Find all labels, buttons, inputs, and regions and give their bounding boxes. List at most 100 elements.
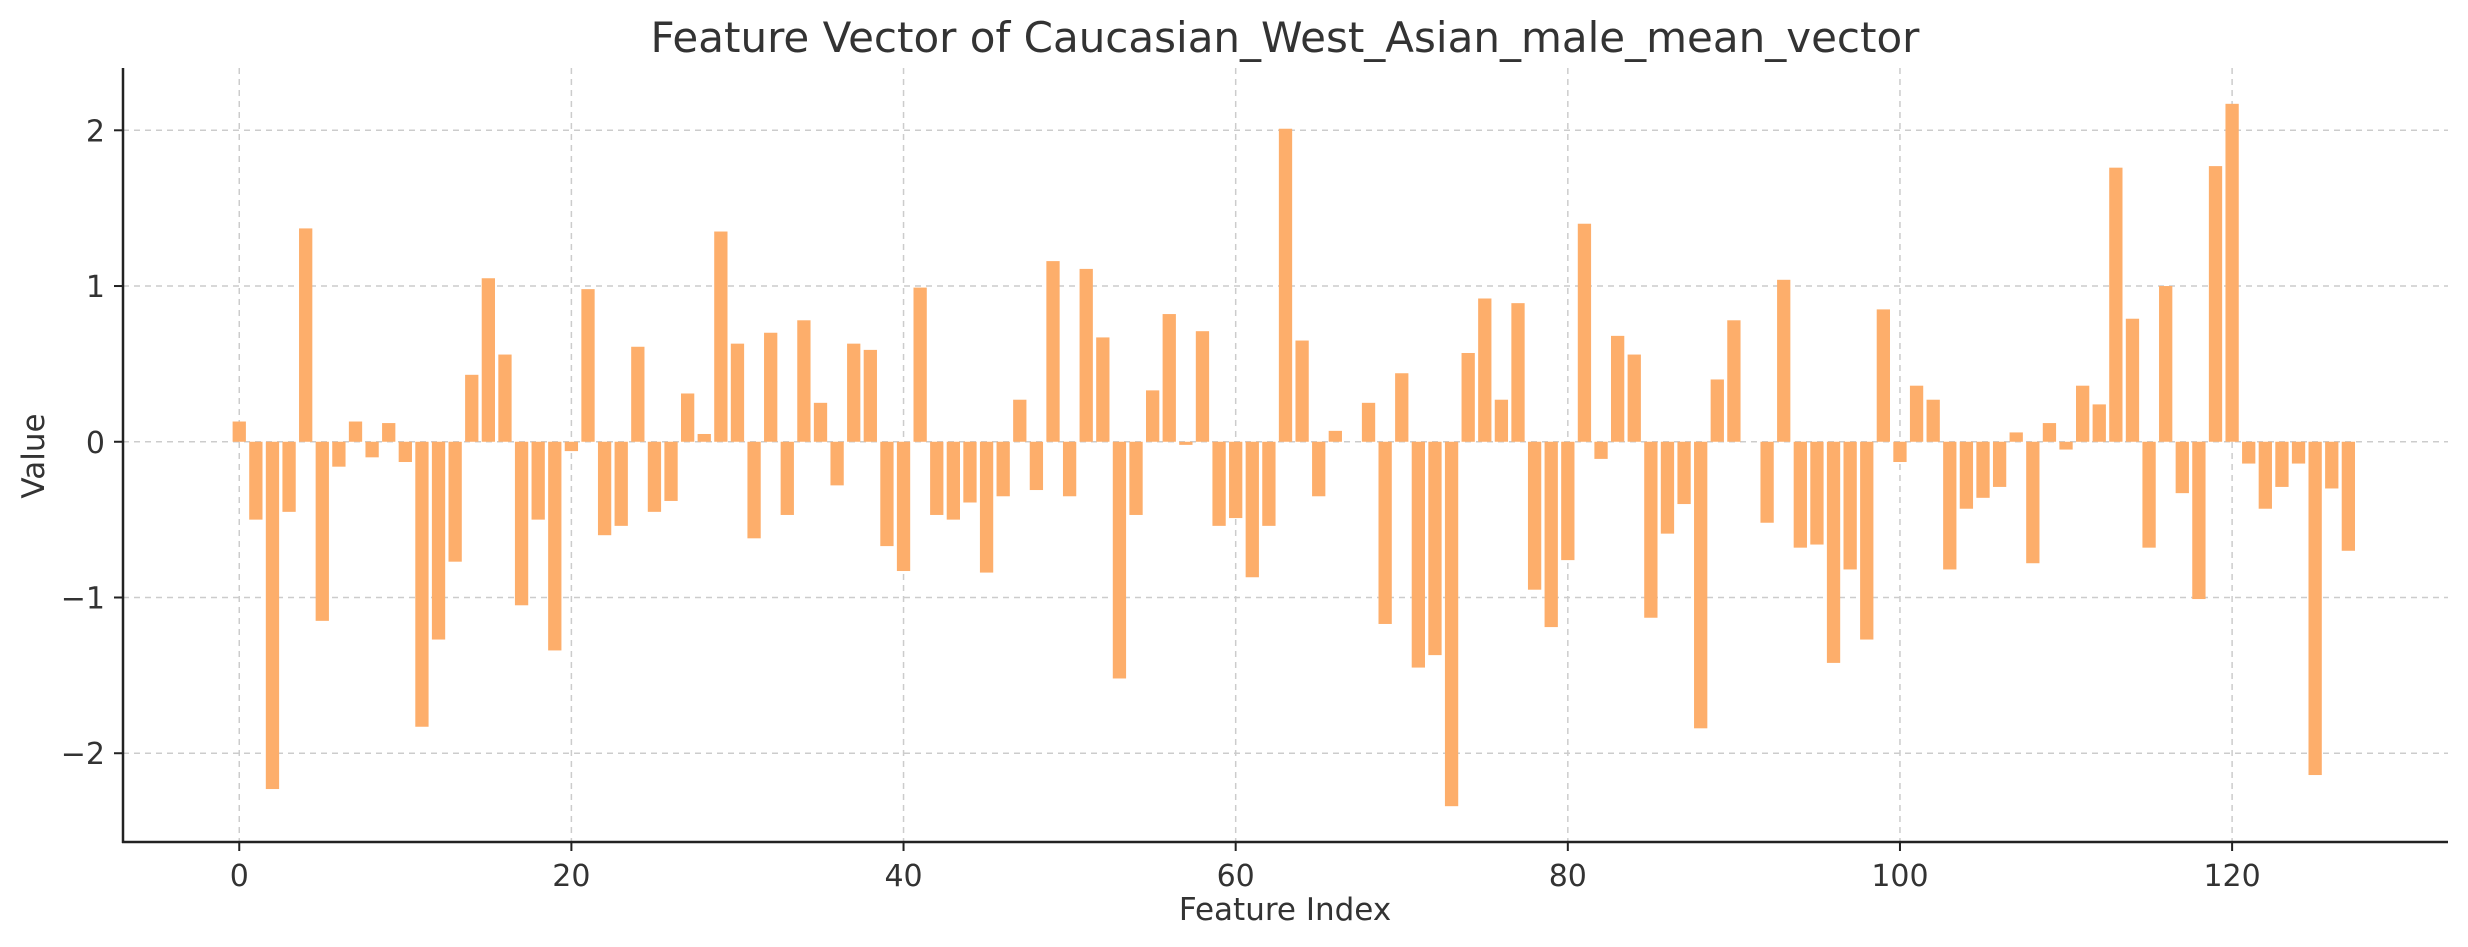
bar-71 (1411, 441, 1425, 668)
y-tick-label: −2 (61, 737, 105, 772)
bar-76 (1494, 399, 1509, 442)
bar-120 (2225, 103, 2239, 442)
bar-75 (1478, 298, 1492, 442)
bar-18 (531, 441, 545, 520)
bar-95 (1810, 441, 1824, 545)
x-tick-label: 0 (230, 859, 249, 894)
bar-55 (1146, 390, 1160, 442)
bar-39 (880, 441, 894, 547)
x-tick-label: 60 (1217, 859, 1255, 894)
bar-115 (2142, 441, 2156, 548)
bar-4 (299, 228, 313, 442)
bar-102 (1926, 399, 1940, 442)
bar-15 (481, 278, 495, 442)
bar-96 (1826, 441, 1841, 663)
bar-99 (1876, 309, 1890, 442)
bar-26 (664, 441, 678, 501)
bar-47 (1013, 399, 1027, 442)
bar-23 (614, 441, 628, 526)
bar-11 (415, 441, 429, 727)
y-tick-label: 2 (86, 114, 105, 149)
bar-44 (963, 441, 977, 503)
bar-27 (681, 393, 695, 442)
bar-51 (1079, 268, 1093, 442)
x-tick-label: 20 (552, 859, 590, 894)
bar-5 (315, 441, 329, 621)
bar-109 (2042, 423, 2057, 442)
bar-46 (996, 441, 1010, 497)
bar-78 (1527, 441, 1542, 590)
bar-111 (2076, 385, 2090, 442)
bar-105 (1976, 441, 1990, 498)
bar-92 (1760, 441, 1774, 523)
bar-93 (1777, 279, 1791, 442)
bar-57 (1179, 441, 1193, 445)
axes: 0 20 40 60 80 100 120 −2 −1 0 1 2 (61, 68, 2448, 894)
bar-86 (1660, 441, 1675, 534)
bar-97 (1843, 441, 1857, 570)
y-axis-label: Value (16, 413, 52, 498)
bar-7 (348, 421, 363, 442)
bar-50 (1062, 441, 1077, 497)
bar-70 (1395, 373, 1409, 442)
x-tick-label: 100 (1871, 859, 1928, 894)
bar-16 (498, 354, 512, 442)
bar-66 (1328, 430, 1342, 442)
bar-21 (581, 289, 595, 442)
bar-63 (1278, 128, 1293, 442)
x-tick-label: 120 (2203, 859, 2260, 894)
bar-107 (2009, 432, 2023, 442)
bar-53 (1112, 441, 1127, 679)
bar-119 (2208, 166, 2223, 442)
bar-126 (2325, 441, 2339, 489)
bar-121 (2242, 441, 2256, 464)
y-tick-label: 0 (86, 426, 105, 461)
bar-49 (1046, 261, 1060, 442)
bar-8 (365, 441, 379, 458)
y-tick-label: −1 (61, 581, 105, 616)
bar-31 (747, 441, 761, 539)
bar-74 (1461, 352, 1475, 442)
bar-117 (2175, 441, 2189, 494)
bar-35 (813, 402, 828, 442)
bar-48 (1029, 441, 1044, 491)
bar-90 (1727, 320, 1741, 442)
bar-82 (1594, 441, 1608, 459)
bar-114 (2125, 318, 2140, 442)
bar-124 (2291, 441, 2306, 464)
bars (232, 103, 2355, 807)
bar-65 (1312, 441, 1326, 497)
bar-106 (1992, 441, 2007, 487)
y-tick-label: 1 (86, 270, 105, 305)
bar-38 (863, 349, 877, 442)
bar-36 (830, 441, 844, 486)
bar-73 (1444, 441, 1459, 807)
bar-98 (1860, 441, 1874, 640)
bar-112 (2092, 404, 2106, 442)
bar-13 (448, 441, 462, 562)
bar-79 (1544, 441, 1558, 628)
bar-17 (514, 441, 529, 606)
bar-108 (2026, 441, 2040, 564)
bar-100 (1893, 441, 1907, 463)
bar-10 (398, 441, 412, 463)
bar-118 (2192, 441, 2206, 600)
bar-83 (1611, 335, 1625, 442)
bar-94 (1793, 441, 1807, 548)
bar-85 (1644, 441, 1658, 618)
bar-103 (1943, 441, 1957, 570)
bar-32 (764, 332, 778, 442)
bar-110 (2059, 441, 2073, 450)
bar-101 (1909, 385, 1924, 442)
bar-127 (2341, 441, 2355, 551)
bar-28 (697, 433, 711, 442)
bar-9 (382, 423, 396, 442)
bar-122 (2258, 441, 2272, 509)
bar-89 (1710, 379, 1724, 442)
x-tick-label: 40 (884, 859, 922, 894)
bar-88 (1694, 441, 1708, 729)
bar-20 (564, 441, 579, 452)
bar-54 (1129, 441, 1143, 515)
x-axis-label: Feature Index (1179, 892, 1391, 928)
